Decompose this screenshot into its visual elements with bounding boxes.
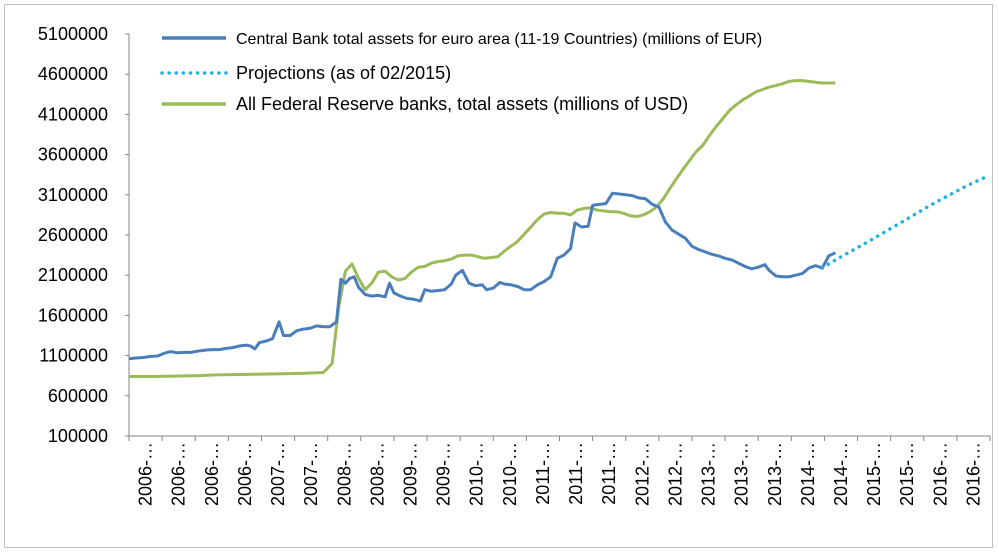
y-tick-label: 100000 — [48, 426, 108, 446]
series-line-fed — [129, 79, 836, 378]
y-tick-label: 1100000 — [39, 346, 108, 366]
x-tick-label: 2013-… — [699, 442, 719, 506]
axes — [125, 33, 991, 441]
legend-label-projection: Projections (as of 02/2015) — [236, 63, 451, 83]
x-tick-label: 2009-… — [400, 442, 420, 506]
x-tick-label: 2012-… — [665, 442, 685, 506]
y-tick-label: 1600000 — [38, 305, 108, 325]
x-tick-label: 2015-… — [864, 442, 884, 506]
chart-frame — [4, 4, 993, 548]
x-tick-label: 2009-… — [434, 442, 454, 506]
y-tick-label: 2100000 — [38, 265, 108, 285]
x-tick-label: 2008-… — [367, 442, 387, 506]
x-tick-label: 2008-… — [334, 442, 354, 506]
y-tick-label: 3100000 — [38, 185, 108, 205]
x-tick-label: 2015-… — [897, 442, 917, 506]
x-tick-label: 2014-… — [831, 442, 851, 506]
x-tick-label: 2006-… — [169, 442, 189, 506]
x-tick-label: 2006-… — [202, 442, 222, 506]
x-tick-label: 2007-… — [301, 442, 321, 506]
x-tick-label: 2016-… — [930, 442, 950, 506]
y-axis-tick-labels: 5100000 4600000 4100000 3600000 3100000 26000… — [38, 24, 108, 446]
x-tick-label: 2010-… — [500, 442, 520, 506]
series-line-projection — [820, 175, 988, 270]
x-tick-label: 2013-… — [732, 442, 752, 506]
x-tick-label: 2011-… — [566, 442, 586, 505]
x-tick-label: 2016-… — [963, 442, 983, 506]
series-lines — [128, 79, 988, 378]
legend: Central Bank total assets for euro area … — [160, 31, 762, 114]
x-tick-label: 2011-… — [533, 442, 553, 505]
x-tick-label: 2006-… — [235, 442, 255, 506]
x-tick-label: 2012-… — [632, 442, 652, 506]
y-tick-label: 600000 — [48, 386, 108, 406]
x-tick-label: 2011-… — [599, 442, 619, 505]
x-tick-label: 2013-… — [765, 442, 785, 506]
y-tick-label: 2600000 — [38, 225, 108, 245]
series-line-ecb — [128, 191, 837, 361]
y-tick-label: 5100000 — [38, 24, 108, 44]
legend-label-fed: All Federal Reserve banks, total assets … — [236, 94, 688, 114]
x-tick-label: 2007-… — [268, 442, 288, 506]
y-tick-label: 3600000 — [38, 145, 108, 165]
y-tick-label: 4600000 — [38, 64, 108, 84]
y-tick-label: 4100000 — [38, 104, 108, 124]
x-tick-label: 2014-… — [798, 442, 818, 506]
x-tick-label: 2010-… — [467, 442, 487, 506]
x-axis-tick-labels: 2006-… 2006-… 2006-… 2006-… 2007-… 2007-… 2008… — [136, 442, 984, 506]
legend-label-ecb: Central Bank total assets for euro area … — [236, 31, 762, 48]
x-tick-label: 2006-… — [136, 442, 156, 506]
